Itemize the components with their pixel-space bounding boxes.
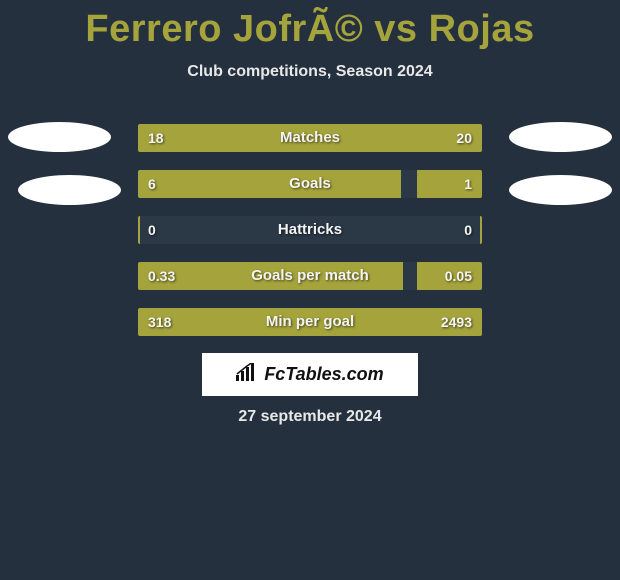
stat-value-right: 0 [454, 216, 482, 244]
stat-value-left: 18 [138, 124, 174, 152]
stat-label: Goals per match [138, 262, 482, 290]
stat-row: Min per goal3182493 [138, 308, 482, 336]
logo-box: FcTables.com [202, 353, 418, 396]
stat-value-right: 1 [454, 170, 482, 198]
stat-value-right: 20 [446, 124, 482, 152]
avatar-right-club [509, 175, 612, 205]
comparison-bars: Matches18 20 Goals6 1 Hattricks0 0 Goals per m… [138, 124, 482, 354]
stat-value-left: 0.33 [138, 262, 185, 290]
page-title: Ferrero JofrÃ© vs Rojas [0, 0, 620, 51]
stat-label: Hattricks [138, 216, 482, 244]
stat-row: Matches18 20 [138, 124, 482, 152]
subtitle: Club competitions, Season 2024 [0, 63, 620, 81]
logo-text: FcTables.com [264, 364, 383, 385]
chart-icon [236, 363, 258, 386]
stat-value-right: 2493 [431, 308, 482, 336]
avatar-right-player [509, 122, 612, 152]
stat-label: Goals [138, 170, 482, 198]
avatar-left-club [18, 175, 121, 205]
stat-row: Goals6 1 [138, 170, 482, 198]
date-stamp: 27 september 2024 [0, 408, 620, 426]
stat-row: Hattricks0 0 [138, 216, 482, 244]
stat-value-left: 318 [138, 308, 181, 336]
stat-row: Goals per match0.33 0.05 [138, 262, 482, 290]
stat-value-right: 0.05 [435, 262, 482, 290]
stat-value-left: 0 [138, 216, 166, 244]
stat-label: Matches [138, 124, 482, 152]
avatar-left-player [8, 122, 111, 152]
stat-value-left: 6 [138, 170, 166, 198]
